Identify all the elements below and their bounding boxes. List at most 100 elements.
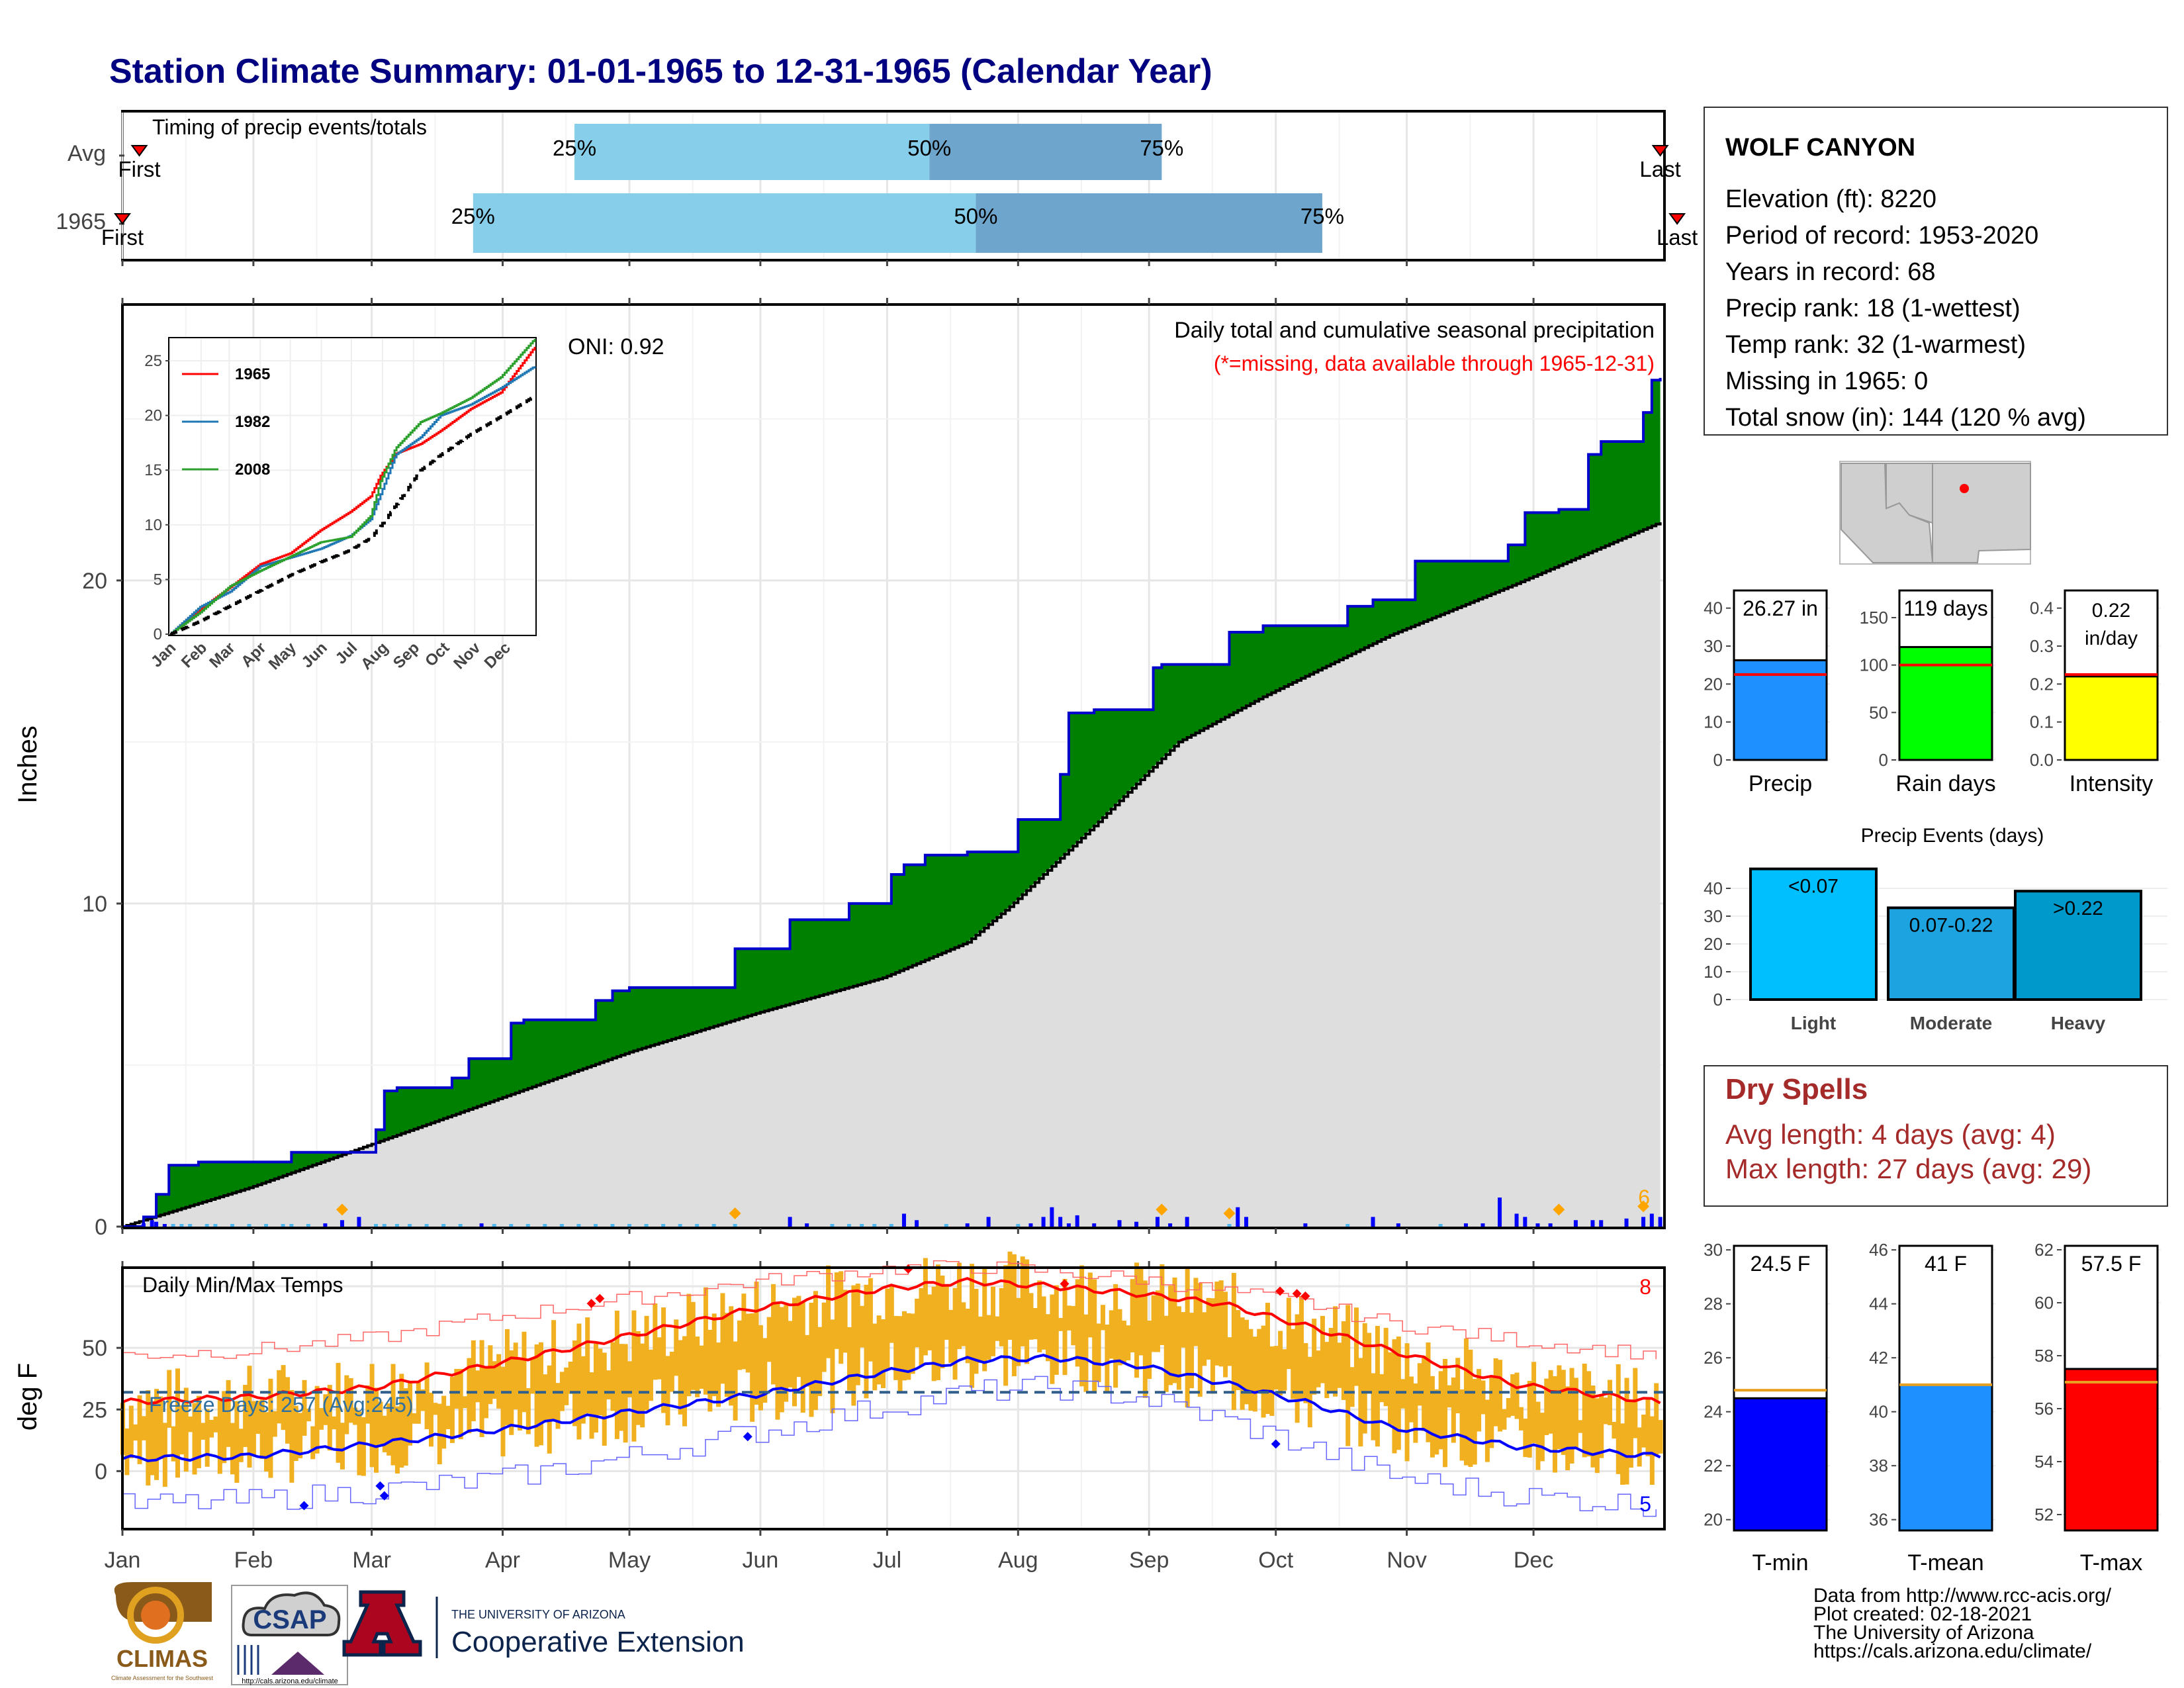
daily-temp-bar (1557, 1365, 1562, 1450)
timing-panel: 25% 50% 75% First Last 25% 50% 75% First Last Tim… (56, 110, 1698, 261)
timing-percent-label: 75% (1140, 136, 1183, 160)
daily-temp-bar (640, 1343, 645, 1428)
timing-row-avg-label: Avg (68, 141, 106, 166)
daily-temp-bar (1426, 1342, 1431, 1442)
mini-y-tick-label: 30 (1704, 636, 1723, 656)
top-precip-day-marker (336, 1203, 348, 1216)
daily-temp-bar (1197, 1283, 1203, 1397)
daily-temp-bar (906, 1313, 911, 1380)
daily-temp-bar (500, 1366, 506, 1457)
daily-precip-bar (382, 1224, 387, 1227)
precip-panel-frame (121, 303, 1666, 1229)
timing-percent-label: 25% (451, 204, 495, 228)
record-low-marker (1271, 1439, 1281, 1449)
daily-temp-bar (897, 1316, 903, 1393)
daily-precip-bar (1066, 1223, 1071, 1227)
month-tick-label: Apr (485, 1548, 520, 1573)
daily-precip-bar (154, 1221, 159, 1227)
daily-temp-bar (1599, 1395, 1604, 1458)
daily-precip-bar (1641, 1217, 1646, 1227)
daily-temp-bar (1121, 1321, 1126, 1365)
daily-temp-bar (196, 1395, 201, 1468)
daily-precip-bar (1075, 1215, 1079, 1227)
station-elevation: Elevation (ft): 8220 (1725, 185, 1936, 213)
temp-y-axis: 0 25 50 (82, 1336, 122, 1484)
avg-max-temp-line (122, 1277, 1661, 1405)
daily-temp-bar (686, 1293, 692, 1397)
daily-temp-bar (1028, 1293, 1034, 1340)
daily-temp-bar (429, 1392, 433, 1447)
daily-temp-bar (1328, 1327, 1334, 1393)
daily-temp-bar (1578, 1420, 1583, 1433)
daily-temp-bar (1071, 1305, 1076, 1346)
daily-temp-bar (1142, 1280, 1148, 1398)
daily-temp-bar (991, 1286, 996, 1356)
daily-temp-bar (1050, 1294, 1055, 1384)
daily-temp-bar (1480, 1380, 1486, 1415)
record-high-marker (1060, 1279, 1069, 1289)
daily-temp-bar (889, 1286, 894, 1343)
daily-precip-bar (1155, 1217, 1160, 1227)
daily-temp-bar (1612, 1422, 1617, 1439)
daily-precip-bar (889, 1224, 893, 1227)
daily-precip-bar (1573, 1220, 1578, 1227)
timing-panel-label: Timing of precip events/totals (152, 115, 427, 139)
station-period: Period of record: 1953-2020 (1725, 222, 2038, 250)
daily-temp-bar (1172, 1277, 1177, 1383)
daily-temp-bar (259, 1399, 265, 1460)
daily-temp-bar (1645, 1397, 1651, 1456)
daily-precip-bar (247, 1224, 251, 1227)
daily-temp-bar (289, 1389, 295, 1483)
daily-precip-bar (188, 1224, 193, 1227)
timing-bar-25-50 (574, 124, 930, 180)
daily-temp-bar (416, 1382, 421, 1424)
mini-y-tick-label: 62 (2034, 1240, 2054, 1260)
daily-temp-bar (1489, 1377, 1494, 1448)
daily-temp-bar (1113, 1284, 1118, 1388)
daily-temp-bar (340, 1423, 345, 1470)
daily-temp-bar (1032, 1307, 1038, 1340)
daily-temp-bar (1176, 1306, 1181, 1390)
daily-temp-bar (555, 1383, 561, 1429)
daily-temp-bar (1218, 1280, 1224, 1367)
daily-temp-bar (1269, 1346, 1275, 1416)
daily-temp-bar (1463, 1338, 1469, 1466)
daily-temp-bar (1109, 1310, 1114, 1359)
daily-temp-bar (1303, 1342, 1308, 1403)
daily-temp-bar (420, 1389, 426, 1411)
climas-logo-text: CLIMAS (116, 1645, 208, 1672)
daily-temp-bar (128, 1405, 134, 1458)
daily-temp-bar (995, 1316, 1000, 1341)
daily-temp-bar (1041, 1296, 1046, 1350)
temp-y-label: deg F (13, 1363, 42, 1430)
daily-temp-bar (901, 1311, 907, 1381)
daily-temp-bar (551, 1320, 557, 1422)
daily-temp-bar (1459, 1389, 1465, 1461)
daily-temp-bar (496, 1354, 502, 1409)
daily-temp-bar (1608, 1380, 1613, 1425)
daily-temp-bar (1379, 1374, 1385, 1403)
daily-temp-bar (201, 1423, 206, 1440)
daily-temp-bar (813, 1291, 818, 1411)
daily-precip-bar (860, 1224, 864, 1227)
daily-temp-bar (1202, 1312, 1207, 1366)
daily-temp-bar (547, 1365, 552, 1454)
temp-panel: 0 25 50 deg F Daily Min/Max Temps Freeze D… (13, 1251, 1666, 1573)
y-tick-label: 0 (95, 1215, 107, 1240)
record-high-marker (1292, 1289, 1302, 1299)
month-tick-label: Aug (998, 1548, 1038, 1573)
daily-temp-bar (910, 1313, 915, 1374)
daily-precip-bar (695, 1224, 700, 1227)
daily-temp-bar (525, 1388, 531, 1434)
month-x-axis: Jan Feb Mar Apr May Jun Jul Aug Sep Oct Nov Dec (105, 1529, 1553, 1573)
daily-temp-bar (733, 1341, 738, 1421)
daily-temp-bar (1531, 1362, 1537, 1444)
daily-precip-bar (1134, 1221, 1139, 1227)
daily-temp-bar (707, 1329, 713, 1412)
daily-temp-bar (154, 1389, 159, 1480)
mini-y-tick-label: 42 (1869, 1348, 1888, 1368)
daily-precip-bar (1050, 1207, 1054, 1227)
mini-bar-value (2064, 675, 2159, 761)
daily-temp-bar (1594, 1398, 1600, 1474)
